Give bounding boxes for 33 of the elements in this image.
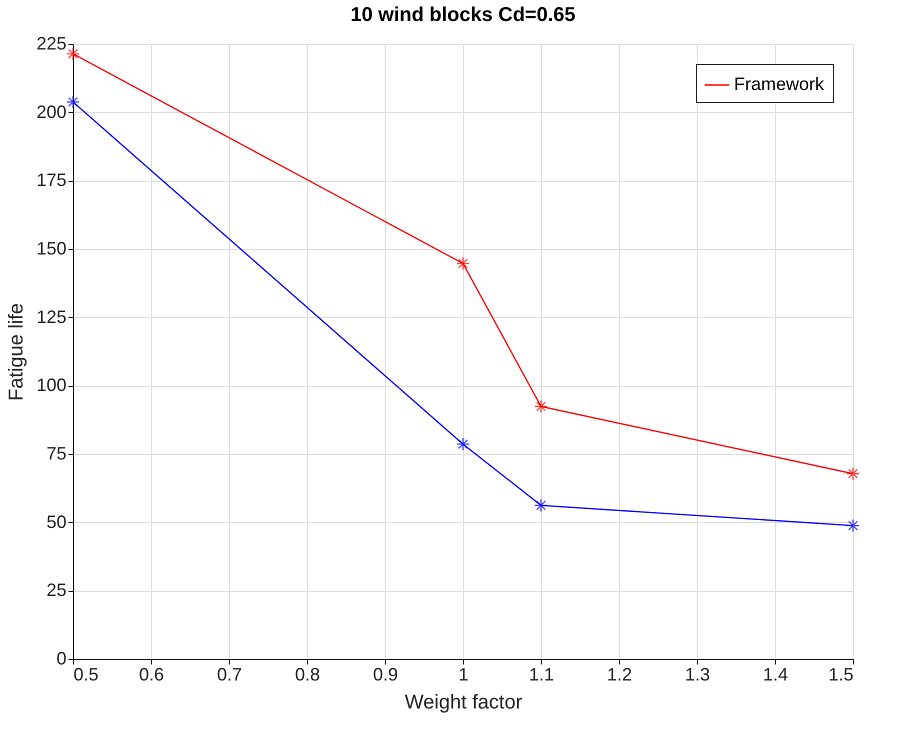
y-tick-label: 200: [36, 102, 66, 122]
x-axis-title: Weight factor: [404, 692, 523, 714]
point: [534, 498, 548, 512]
x-tick-label: 1.4: [762, 664, 788, 684]
y-tick-label: 125: [36, 306, 66, 327]
legend-label: Framework: [734, 74, 826, 94]
x-tick-label: 0.9: [372, 664, 398, 684]
x-tick-label: 1.5: [828, 664, 854, 684]
x-tick-label: 0.5: [74, 664, 99, 684]
point: [66, 47, 80, 61]
x-tick-label: 0.6: [138, 664, 164, 684]
point: [534, 400, 548, 414]
point: [66, 95, 80, 109]
chart-title: 10 wind blocks Cd=0.65: [350, 4, 576, 26]
y-tick-label: 0: [56, 648, 66, 668]
x-tick-label: 1.2: [606, 664, 632, 684]
y-tick-label: 225: [36, 34, 66, 54]
y-tick-label: 150: [36, 238, 66, 258]
y-axis-title: Fatigue life: [5, 303, 28, 401]
y-tick-label: 100: [36, 375, 66, 396]
x-tick-label: 1: [458, 664, 469, 684]
point: [846, 466, 860, 480]
point: [456, 256, 470, 270]
x-tick-label: 1.1: [528, 664, 554, 684]
point: [456, 437, 470, 451]
y-tick-label: 50: [46, 512, 66, 532]
x-tick-label: 0.8: [294, 664, 320, 684]
y-tick-label: 175: [36, 170, 66, 190]
y-tick-label: 25: [46, 580, 66, 600]
y-tick-label: 75: [46, 444, 66, 464]
x-tick-label: 0.7: [216, 664, 242, 684]
x-tick-label: 1.3: [684, 664, 710, 684]
point: [846, 518, 860, 532]
